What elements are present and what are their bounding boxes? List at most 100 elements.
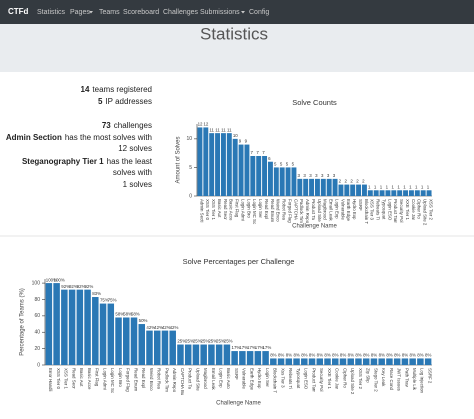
bar: [61, 289, 68, 365]
bar: [192, 344, 200, 365]
nav-link[interactable]: Statistics: [37, 9, 66, 16]
nav-link[interactable]: Config: [249, 9, 269, 16]
nav-link[interactable]: Teams: [99, 9, 120, 16]
y-axis-label: Amount of Solves: [176, 136, 182, 183]
bar: [107, 303, 115, 365]
x-tick-label: Admin Secti: [199, 199, 204, 222]
value-label: 83%: [92, 291, 101, 296]
bar: [385, 190, 391, 196]
value-label: 17%: [262, 345, 271, 350]
value-label: 1: [403, 184, 406, 189]
bar: [130, 317, 138, 365]
x-tick-label: CAPTCHA: [293, 199, 298, 220]
navbar: [0, 0, 474, 24]
stat-name: Admin Section: [6, 133, 62, 142]
value-label: 1: [386, 184, 389, 189]
y-tick-label: 5: [189, 165, 192, 171]
bar: [203, 127, 209, 196]
value-label: 92%: [77, 284, 86, 289]
x-tick-label: XXE Tier 1: [405, 199, 410, 221]
value-label: 75%: [100, 298, 109, 303]
value-label: 42%: [154, 325, 163, 330]
x-tick-label: Blockchain T: [364, 199, 369, 224]
brand[interactable]: CTFd: [8, 7, 29, 16]
bar: [373, 190, 379, 196]
x-tick-label: SSRF 2: [427, 368, 432, 384]
x-axis-label: Challenge Name: [292, 224, 337, 230]
value-label: 6: [268, 156, 271, 161]
bar: [197, 127, 203, 196]
nav-link[interactable]: Scoreboard: [123, 9, 159, 16]
value-label: 8%: [402, 353, 408, 358]
x-tick-label: Upload Site 2: [423, 199, 428, 226]
value-label: 42%: [170, 325, 179, 330]
x-tick-label: Path Trav: [404, 368, 409, 388]
x-tick-label: SSRF: [234, 368, 239, 380]
x-tick-label: XSS Tier 3: [370, 199, 375, 221]
bar: [409, 358, 416, 365]
nav-link[interactable]: Pages: [70, 9, 90, 16]
x-tick-label: Login Exp: [334, 199, 339, 219]
x-tick-label: Read Secr: [223, 199, 228, 220]
bar: [378, 358, 385, 365]
x-tick-label: Login Bro: [118, 368, 123, 387]
bar: [370, 358, 378, 365]
value-label: 8%: [371, 353, 377, 358]
bar: [146, 330, 153, 365]
bar: [393, 358, 401, 365]
x-tick-label: First Flag: [235, 199, 240, 218]
value-label: 58%: [131, 312, 140, 317]
x-tick-label: Typosquat: [296, 368, 301, 389]
value-label: 3: [315, 173, 318, 178]
x-tick-label: Login ESO: [387, 199, 392, 221]
bar: [324, 358, 331, 365]
x-tick-label: Read Secr: [71, 368, 76, 389]
x-tick-label: Security Pol: [399, 199, 404, 222]
nav-link[interactable]: Submissions: [200, 9, 240, 16]
bar: [361, 184, 367, 196]
x-tick-label: Padlock Tim: [164, 368, 169, 392]
value-label: 92%: [61, 284, 70, 289]
x-tick-label: Magibrood: [203, 368, 208, 389]
nav-link[interactable]: Challenges: [163, 9, 199, 16]
x-tick-label: Login MC Sc: [252, 199, 257, 225]
x-tick-label: Stego Tier 2: [373, 368, 378, 392]
stat-text: 1 solves: [123, 180, 152, 189]
bar: [220, 133, 226, 196]
bar: [262, 351, 269, 365]
x-tick-label: Product Tarr: [393, 199, 398, 223]
bar: [254, 351, 262, 365]
value-label: 17%: [255, 345, 264, 350]
bar: [285, 358, 293, 365]
x-tick-label: Basic Aut: [217, 199, 222, 218]
value-label: 8%: [363, 353, 369, 358]
bar: [215, 133, 221, 196]
x-tick-label: Product Ta: [311, 199, 316, 220]
value-label: 5: [274, 162, 277, 167]
x-tick-label: Login Exp: [218, 368, 223, 388]
bar: [320, 178, 326, 196]
bar: [267, 161, 273, 196]
value-label: 8%: [340, 353, 346, 358]
bar: [262, 156, 268, 196]
value-label: 8%: [309, 353, 315, 358]
bar: [301, 358, 308, 365]
x-tick-label: Upload Site: [195, 368, 200, 391]
x-tick-label: Basic Auto: [226, 368, 231, 389]
value-label: 42%: [162, 325, 171, 330]
chart-title: Solve Percentages per Challenge: [183, 257, 295, 266]
stat: Admin Section has the most solves with: [6, 133, 152, 142]
value-label: 8%: [324, 353, 330, 358]
bar: [239, 351, 246, 365]
bar: [226, 133, 232, 196]
x-tick-label: Cookie Jar: [411, 199, 416, 221]
bar: [84, 289, 91, 365]
stat-count: 5: [98, 97, 103, 106]
x-tick-label: Multiple Lik: [412, 368, 417, 391]
bar: [331, 358, 339, 365]
stat: 14 teams registered: [81, 85, 153, 94]
value-label: 8%: [386, 353, 392, 358]
x-tick-label: SSRF: [358, 199, 363, 211]
value-label: 8%: [293, 353, 299, 358]
x-tick-label: Robot Rea: [282, 199, 287, 221]
